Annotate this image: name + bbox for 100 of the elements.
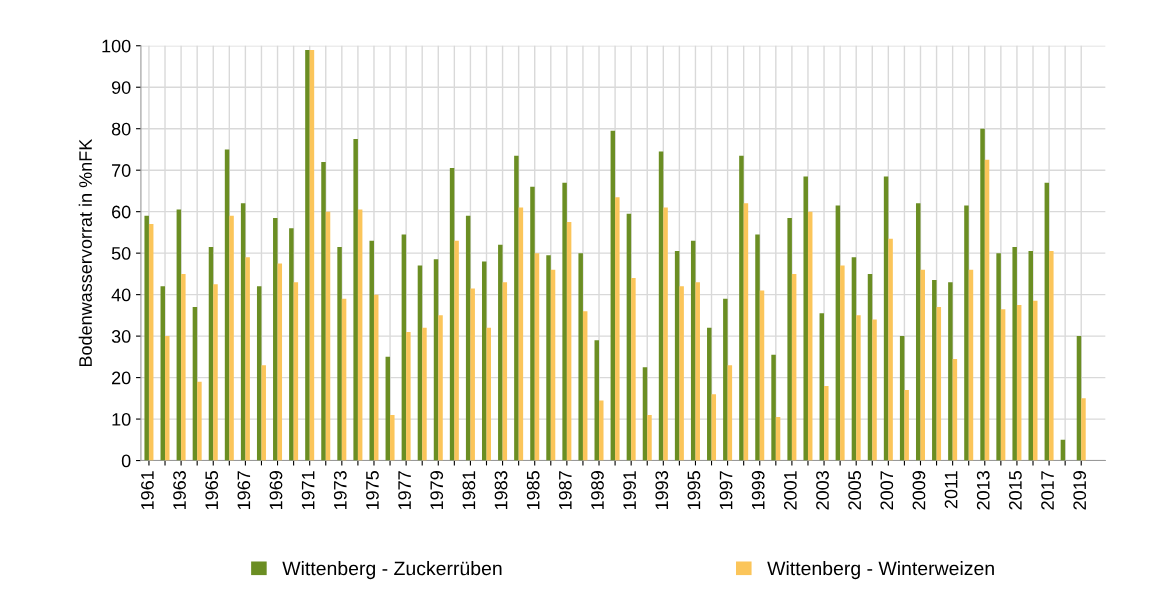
- bar: [787, 217, 792, 461]
- bar: [498, 244, 503, 461]
- bar: [980, 128, 985, 461]
- bar: [755, 234, 760, 461]
- bar: [486, 327, 491, 461]
- bar: [647, 414, 652, 461]
- bar: [289, 228, 294, 461]
- bar: [197, 381, 202, 461]
- bar: [1012, 246, 1017, 461]
- bar: [454, 240, 459, 461]
- x-tick-label: 1963: [173, 471, 186, 510]
- bar: [213, 284, 218, 461]
- y-tick-label: 10: [112, 413, 131, 426]
- x-tick-label: 1977: [398, 471, 411, 510]
- bar: [932, 280, 937, 461]
- bar: [514, 155, 519, 461]
- bar: [824, 385, 829, 461]
- x-tick-label: 2015: [1008, 471, 1022, 510]
- x-tick-label: 1999: [751, 471, 765, 510]
- bar: [1033, 300, 1038, 461]
- bar: [856, 315, 861, 461]
- y-tick-label: 90: [111, 81, 131, 94]
- bar: [872, 319, 877, 461]
- x-tick-label: 2003: [816, 471, 829, 510]
- bar: [1049, 251, 1054, 461]
- x-tick-label: 1979: [430, 471, 444, 510]
- x-tick-label: 1971: [301, 471, 315, 510]
- y-axis-title: Bodenwasservorrat in %nFK: [78, 138, 92, 367]
- bar: [707, 327, 712, 461]
- bar: [406, 331, 411, 461]
- bar: [229, 215, 234, 461]
- bar: [1081, 398, 1086, 461]
- x-tick-label: 1991: [623, 471, 637, 510]
- bar: [840, 265, 845, 461]
- bar: [578, 253, 583, 461]
- bar: [144, 215, 149, 461]
- bar: [546, 255, 551, 461]
- bar: [422, 327, 427, 461]
- x-tick-label: 2009: [912, 471, 926, 510]
- x-tick-label: 2019: [1073, 471, 1087, 510]
- bar: [321, 161, 326, 461]
- bar: [261, 365, 266, 461]
- bar: [337, 246, 342, 461]
- y-tick-label: 40: [111, 288, 131, 302]
- x-tick-label: 2017: [1041, 471, 1054, 510]
- bar: [803, 176, 808, 461]
- x-tick-label: 1983: [494, 471, 508, 510]
- x-tick-label: 1969: [269, 471, 283, 510]
- x-tick-label: 2001: [783, 471, 797, 510]
- bar: [438, 315, 443, 461]
- bar: [771, 354, 776, 461]
- bar: [530, 186, 535, 461]
- bar: [695, 282, 700, 461]
- bar: [165, 336, 170, 461]
- bar: [599, 400, 604, 461]
- bar: [615, 197, 620, 461]
- x-tick-label: 1989: [591, 471, 604, 510]
- bar: [679, 286, 684, 461]
- x-tick-label: 1967: [237, 471, 251, 510]
- bar: [723, 298, 728, 461]
- x-tick-label: 1985: [526, 471, 540, 510]
- x-tick-label: 1975: [366, 471, 379, 510]
- y-tick-label: 60: [112, 205, 131, 219]
- x-tick-label: 1997: [719, 471, 733, 510]
- bar: [353, 139, 358, 461]
- x-tick-label: 1987: [558, 471, 572, 510]
- legend-label: Wittenberg - Winterweizen: [767, 561, 994, 580]
- bar: [948, 282, 953, 461]
- bar: [369, 240, 374, 461]
- bar: [305, 49, 310, 461]
- x-tick-label: 1995: [687, 471, 701, 510]
- x-tick-label: 2011: [944, 471, 958, 509]
- x-tick-label: 2007: [880, 471, 894, 510]
- bar: [470, 288, 475, 461]
- bar: [181, 273, 186, 461]
- bar: [663, 207, 668, 461]
- bar: [562, 182, 567, 461]
- x-tick-label: 1981: [462, 471, 476, 510]
- bar: [888, 238, 893, 461]
- y-tick-label: 30: [111, 330, 131, 343]
- y-tick-label: 100: [102, 39, 131, 53]
- bar: [390, 414, 395, 461]
- y-tick-label: 20: [112, 371, 131, 385]
- bar: [996, 253, 1001, 461]
- bar: [273, 217, 278, 461]
- bar: [964, 205, 969, 461]
- bar: [631, 278, 636, 461]
- x-tick-label: 1993: [655, 471, 669, 510]
- bar: [245, 257, 250, 461]
- y-tick-label: 80: [111, 122, 131, 136]
- x-tick-label: 2013: [976, 471, 990, 510]
- x-tick-label: 1961: [141, 471, 154, 510]
- x-tick-label: 1965: [205, 471, 219, 510]
- y-tick-label: 0: [121, 454, 131, 468]
- x-tick-label: 1973: [333, 471, 347, 510]
- y-tick-label: 70: [112, 164, 131, 177]
- bar: [904, 390, 909, 461]
- y-tick-label: 50: [111, 247, 131, 260]
- bar: [920, 269, 925, 461]
- x-tick-label: 2005: [848, 471, 862, 510]
